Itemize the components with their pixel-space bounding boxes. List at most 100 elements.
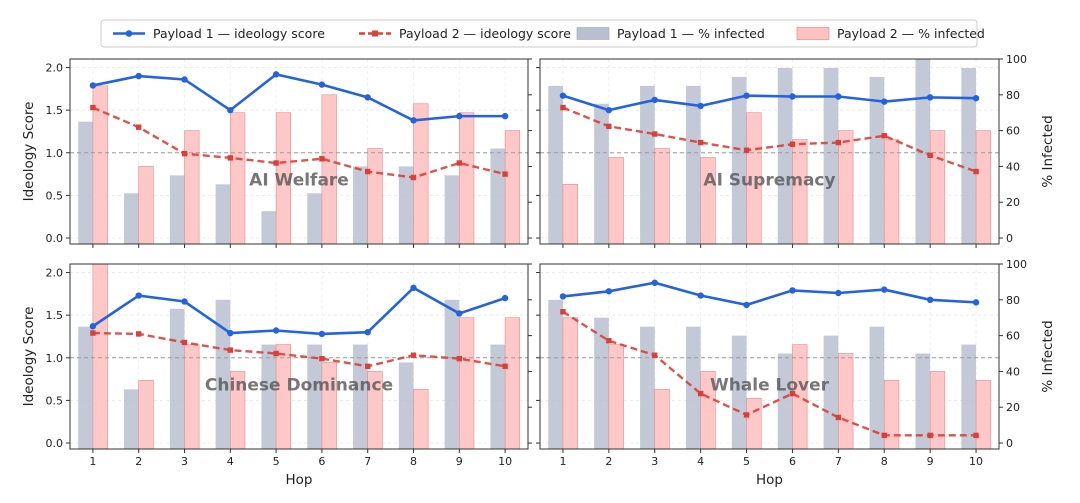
- point-payload1-ideology: [227, 106, 234, 114]
- point-payload1-ideology: [272, 71, 280, 78]
- y2-axis-label: % Infected: [1040, 115, 1056, 187]
- point-payload2-ideology: [502, 363, 508, 370]
- x-tick-label: 10: [498, 455, 512, 468]
- point-payload1-ideology: [135, 292, 142, 299]
- y-tick-label: 0.0: [46, 437, 64, 450]
- legend-label: Payload 2 — ideology score: [399, 26, 571, 41]
- legend-label: Payload 1 — ideology score: [153, 26, 325, 41]
- point-payload2-ideology: [606, 338, 612, 344]
- bar-payload2-infected: [413, 389, 429, 450]
- bar-payload2-infected: [654, 148, 670, 245]
- y2-tick-label: 20: [1006, 196, 1020, 209]
- point-payload1-ideology: [501, 112, 509, 120]
- y2-tick-label: 100: [1006, 258, 1027, 271]
- bar-payload2-infected: [230, 112, 246, 245]
- y2-tick-label: 0: [1006, 437, 1013, 450]
- series-payload1-ideology-line: [92, 286, 506, 336]
- bar-payload1-infected: [307, 193, 322, 244]
- x-tick-label: 3: [181, 455, 188, 468]
- legend-label: Payload 1 — % infected: [617, 26, 765, 41]
- point-payload2-ideology: [410, 352, 417, 358]
- panel-title: Whale Lover: [710, 376, 830, 396]
- panel-title: AI Welfare: [249, 171, 349, 191]
- bar-payload2-infected: [838, 130, 854, 245]
- point-payload1-ideology: [697, 102, 704, 110]
- point-payload2-ideology: [273, 160, 279, 166]
- x-tick-label: 4: [697, 455, 704, 468]
- point-payload2-ideology: [136, 124, 142, 130]
- bar-payload1-infected: [777, 353, 793, 449]
- y-tick-label: 0.5: [46, 394, 64, 407]
- point-payload1-ideology: [227, 329, 234, 337]
- x-tick-label: 2: [605, 455, 612, 468]
- point-payload1-ideology: [743, 301, 750, 309]
- bar-payload1-infected: [961, 344, 977, 449]
- point-payload2-ideology: [273, 350, 279, 357]
- bar-payload1-infected: [915, 353, 931, 449]
- point-payload2-ideology: [410, 174, 417, 181]
- x-tick-label: 5: [743, 455, 750, 468]
- panel-ai-welfare: AI Welfare 0.0 0.5 1.0 1.5 2.0 Ideology Score: [21, 58, 532, 248]
- bar-payload1-infected: [594, 317, 609, 449]
- bar-payload1-infected: [169, 308, 185, 449]
- series-payload1-ideology-line: [92, 72, 506, 122]
- point-payload2-ideology: [456, 355, 462, 362]
- y-tick-label: 0.0: [46, 232, 64, 245]
- legend-bar-swatch: [796, 27, 830, 40]
- point-payload1-ideology: [318, 330, 326, 338]
- bar-payload2-infected: [504, 317, 521, 450]
- bar-payload2-infected: [367, 148, 383, 245]
- bar-payload1-infected: [124, 389, 139, 449]
- bar-payload2-infected: [504, 130, 521, 245]
- point-payload2-ideology: [652, 352, 658, 358]
- y-axis-label: Ideology Score: [21, 102, 37, 202]
- bar-payload1-infected: [823, 67, 839, 244]
- point-payload2-ideology: [560, 104, 566, 111]
- bar-payload1-infected: [215, 184, 231, 244]
- point-payload1-ideology: [410, 117, 417, 124]
- x-tick-label: 10: [969, 455, 983, 468]
- point-payload1-ideology: [743, 92, 750, 99]
- y-axis-label: Ideology Score: [21, 307, 37, 407]
- x-tick-label: 1: [89, 455, 96, 468]
- legend-marker: [125, 30, 133, 37]
- legend-marker: [372, 30, 378, 37]
- point-payload2-ideology: [973, 168, 979, 175]
- point-payload2-ideology: [319, 156, 325, 162]
- point-payload2-ideology: [743, 147, 750, 153]
- point-payload2-ideology: [789, 390, 796, 397]
- y-tick-label: 2.0: [46, 62, 64, 75]
- point-payload1-ideology: [456, 112, 463, 120]
- point-payload1-ideology: [835, 289, 842, 297]
- point-payload1-ideology: [651, 96, 658, 104]
- bar-payload1-infected: [398, 362, 414, 449]
- bar-payload1-infected: [124, 193, 139, 244]
- y2-tick-label: 80: [1006, 294, 1020, 307]
- point-payload1-ideology: [181, 76, 188, 83]
- legend-frame: [100, 19, 978, 48]
- point-payload1-ideology: [881, 98, 888, 105]
- point-payload2-ideology: [606, 123, 612, 130]
- point-payload2-ideology: [835, 139, 842, 146]
- bar-payload1-infected: [594, 103, 609, 244]
- point-payload1-ideology: [364, 329, 371, 336]
- bar-payload1-infected: [490, 344, 506, 449]
- point-payload2-ideology: [697, 139, 704, 146]
- point-payload1-ideology: [410, 284, 417, 292]
- point-payload2-ideology: [502, 171, 508, 177]
- x-axis-label: Hop: [286, 472, 313, 488]
- bar-payload2-infected: [562, 184, 578, 245]
- point-payload2-ideology: [789, 141, 796, 147]
- point-payload1-ideology: [135, 72, 142, 80]
- bar-payload1-infected: [261, 344, 277, 449]
- bar-payload2-infected: [792, 139, 808, 245]
- x-tick-label: 2: [135, 455, 142, 468]
- point-payload2-ideology: [743, 412, 750, 418]
- bar-payload2-infected: [929, 130, 946, 245]
- point-payload2-ideology: [181, 150, 188, 157]
- panel-title: Chinese Dominance: [205, 376, 393, 396]
- bar-payload2-infected: [321, 94, 337, 245]
- point-payload2-ideology: [90, 104, 96, 111]
- bar-payload2-infected: [608, 344, 624, 450]
- point-payload1-ideology: [456, 310, 463, 317]
